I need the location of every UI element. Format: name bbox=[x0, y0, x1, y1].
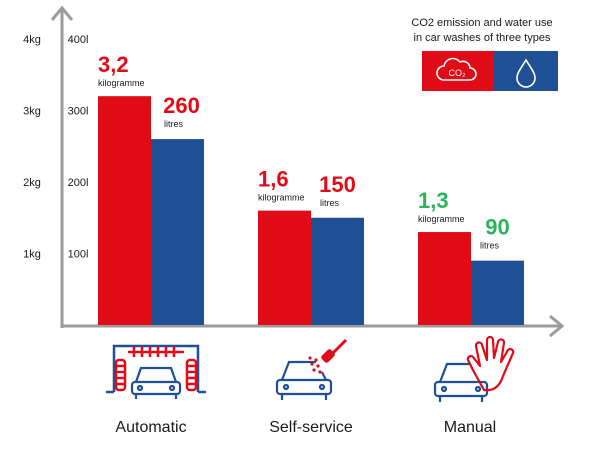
y-right-tick-label: 200l bbox=[68, 177, 89, 189]
bar-co2 bbox=[418, 232, 471, 325]
value-label-co2: 1,6 bbox=[258, 167, 289, 192]
legend-title-line1: CO2 emission and water use bbox=[411, 17, 552, 29]
y-right-tick-label: 400l bbox=[68, 34, 89, 46]
value-label-water: 90 bbox=[485, 215, 509, 240]
y-left-tick-label: 2kg bbox=[23, 177, 41, 189]
category-label-self-service: Self-service bbox=[269, 419, 353, 436]
co2-cloud-icon bbox=[436, 57, 477, 81]
value-label-water: 150 bbox=[319, 172, 356, 197]
legend-water-swatch bbox=[494, 51, 558, 91]
unit-label-water: litres bbox=[480, 241, 500, 251]
y-right-tick-label: 100l bbox=[68, 249, 89, 261]
unit-label-water: litres bbox=[320, 198, 340, 208]
bar-water bbox=[471, 260, 524, 325]
category-label-manual: Manual bbox=[444, 419, 496, 436]
category-label-automatic: Automatic bbox=[115, 419, 186, 436]
y-left-tick-label: 4kg bbox=[23, 34, 41, 46]
legend-co2-symbol: CO₂ bbox=[449, 68, 467, 78]
value-label-co2: 3,2 bbox=[98, 52, 129, 77]
manual-wash-icon bbox=[433, 335, 515, 402]
bar-water bbox=[311, 217, 364, 325]
water-drop-icon bbox=[516, 58, 536, 88]
unit-label-water: litres bbox=[164, 119, 184, 129]
unit-label-co2: kilogramme bbox=[98, 78, 145, 88]
y-left-tick-label: 3kg bbox=[23, 106, 41, 118]
x-axis-arrow bbox=[549, 314, 565, 338]
self-service-wash-icon bbox=[275, 338, 348, 400]
legend: CO2 emission and water use in car washes… bbox=[411, 17, 558, 91]
unit-label-co2: kilogramme bbox=[418, 214, 465, 224]
bar-water bbox=[151, 139, 204, 325]
bar-co2 bbox=[98, 96, 151, 325]
y-left-tick-label: 1kg bbox=[23, 249, 41, 261]
value-label-co2: 1,3 bbox=[418, 188, 449, 213]
y-axis-arrow bbox=[50, 5, 74, 21]
unit-label-co2: kilogramme bbox=[258, 193, 305, 203]
automatic-wash-icon bbox=[106, 344, 206, 399]
bar-co2 bbox=[258, 210, 311, 325]
legend-co2-swatch bbox=[422, 51, 494, 91]
legend-title-line2: in car washes of three types bbox=[414, 32, 551, 44]
y-right-tick-label: 300l bbox=[68, 106, 89, 118]
value-label-water: 260 bbox=[163, 93, 200, 118]
